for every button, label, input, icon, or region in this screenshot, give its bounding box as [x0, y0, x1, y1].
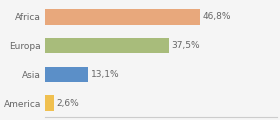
Text: 37,5%: 37,5%: [172, 41, 200, 50]
Bar: [45, 66, 88, 82]
Text: 13,1%: 13,1%: [91, 70, 120, 79]
Text: 2,6%: 2,6%: [56, 99, 79, 108]
Bar: [45, 38, 169, 54]
Bar: [45, 96, 53, 111]
Bar: [45, 9, 200, 24]
Text: 46,8%: 46,8%: [202, 12, 231, 21]
